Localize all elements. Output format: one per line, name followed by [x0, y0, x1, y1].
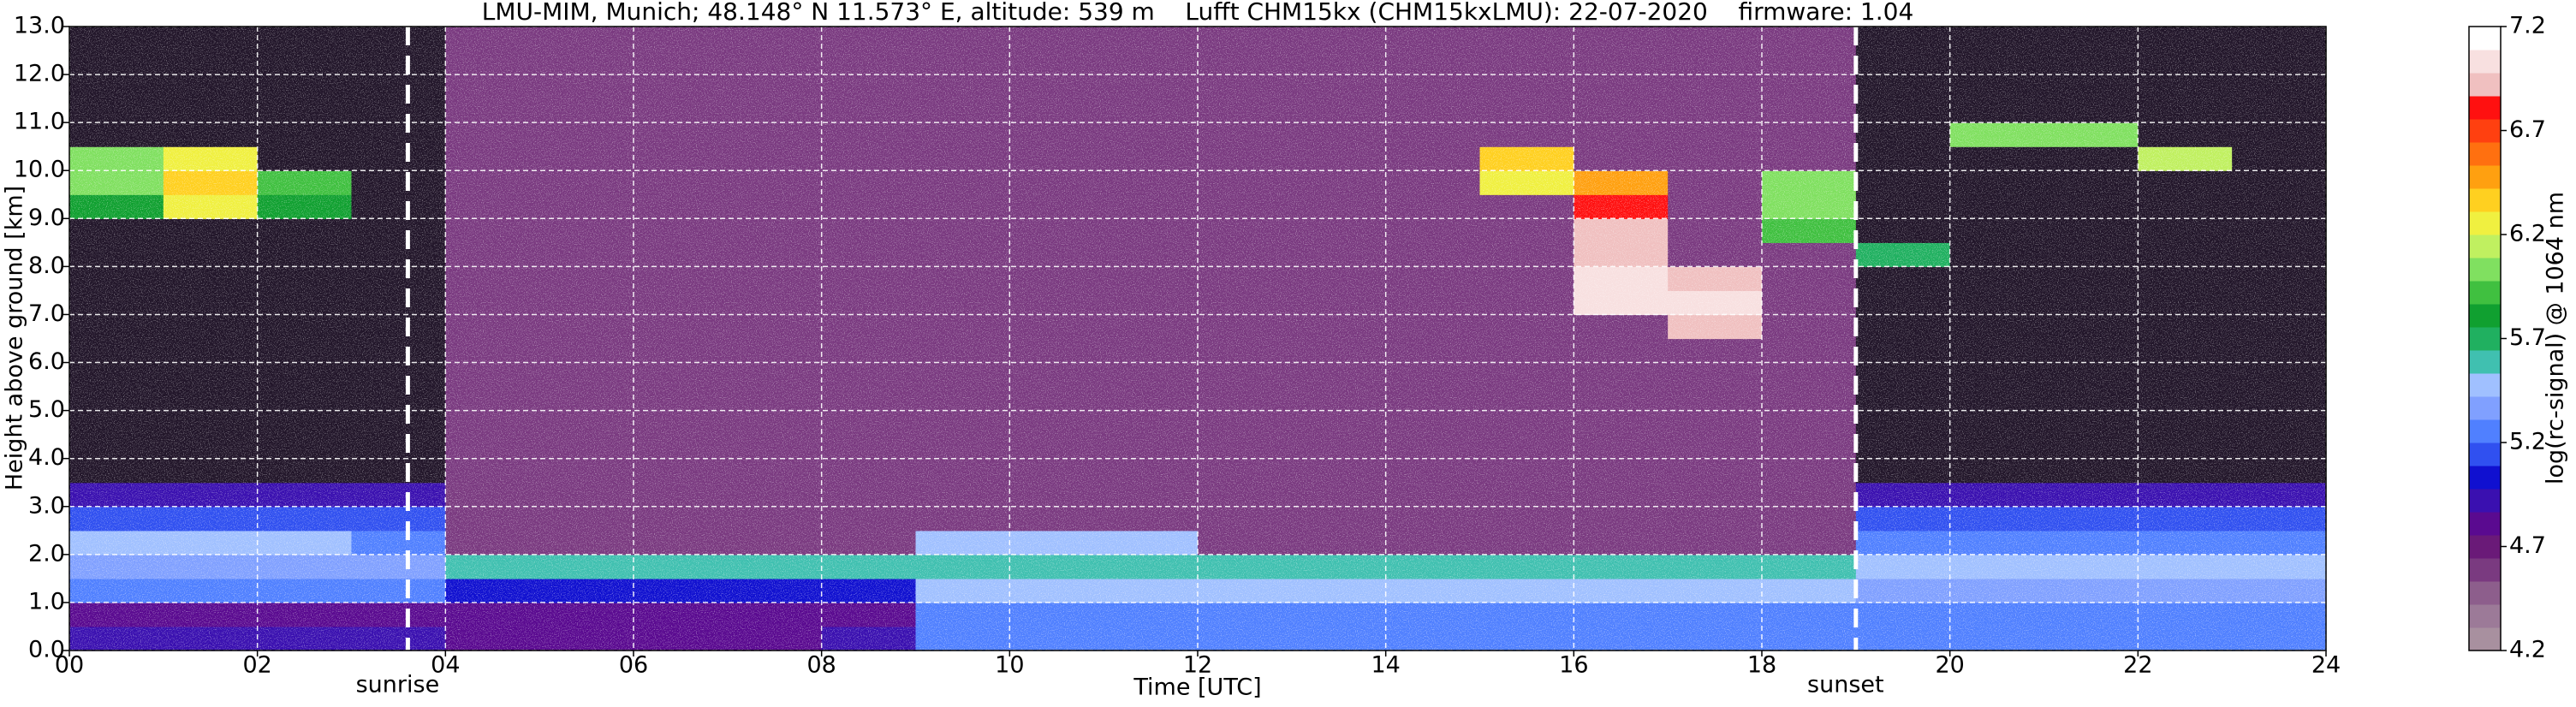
- colorbar-segment: [2469, 142, 2501, 166]
- colorbar-tick-label: 4.7: [2509, 532, 2546, 559]
- colorbar-segment: [2469, 27, 2501, 50]
- y-tick-label: 6.0: [28, 348, 65, 375]
- x-tick-label: 08: [806, 652, 836, 679]
- colorbar-segment: [2469, 535, 2501, 559]
- x-tick-label: 14: [1371, 652, 1400, 679]
- colorbar-segment: [2469, 258, 2501, 282]
- colorbar-segment: [2469, 119, 2501, 143]
- x-tick-label: 22: [2123, 652, 2152, 679]
- colorbar-segment: [2469, 211, 2501, 235]
- colorbar-segment: [2469, 73, 2501, 97]
- y-tick-label: 12.0: [14, 61, 65, 87]
- colorbar-segment: [2469, 443, 2501, 466]
- x-tick-label: 10: [995, 652, 1024, 679]
- colorbar-tick-label: 4.2: [2509, 637, 2546, 663]
- y-tick-label: 4.0: [28, 444, 65, 471]
- colorbar-segment: [2469, 396, 2501, 420]
- colorbar-segment: [2469, 558, 2501, 582]
- x-tick-label: 20: [1935, 652, 1964, 679]
- colorbar-segment: [2469, 489, 2501, 513]
- x-tick-label: 00: [55, 652, 84, 679]
- colorbar-segment: [2469, 327, 2501, 351]
- colorbar-tick-label: 5.7: [2509, 324, 2546, 351]
- x-tick-label: 02: [242, 652, 271, 679]
- y-tick-label: 0.0: [28, 637, 65, 663]
- y-tick-label: 2.0: [28, 540, 65, 567]
- colorbar-segment: [2469, 466, 2501, 490]
- y-tick-label: 13.0: [14, 13, 65, 39]
- colorbar-segment: [2469, 604, 2501, 628]
- y-tick-label: 3.0: [28, 492, 65, 519]
- chart-title: LMU-MIM, Munich; 48.148° N 11.573° E, al…: [482, 0, 1914, 26]
- x-tick-label: 04: [431, 652, 460, 679]
- y-tick-label: 10.0: [14, 157, 65, 183]
- colorbar-segment: [2469, 281, 2501, 305]
- y-tick-label: 11.0: [14, 109, 65, 135]
- colorbar-segment: [2469, 581, 2501, 605]
- colorbar-segment: [2469, 188, 2501, 212]
- colorbar-segment: [2469, 350, 2501, 374]
- colorbar-tick-label: 7.2: [2509, 13, 2546, 39]
- annotation-label: sunset: [1807, 672, 1884, 698]
- x-tick-label: 16: [1559, 652, 1588, 679]
- x-tick-label: 24: [2311, 652, 2341, 679]
- y-tick-label: 1.0: [28, 588, 65, 615]
- x-tick-label: 18: [1747, 652, 1776, 679]
- y-tick-label: 9.0: [28, 205, 65, 231]
- y-tick-label: 7.0: [28, 300, 65, 327]
- y-axis-label: Height above ground [km]: [2, 186, 28, 490]
- colorbar-label: log(rc-signal) @ 1064 nm: [2543, 192, 2569, 484]
- x-tick-label: 12: [1183, 652, 1212, 679]
- colorbar-tick-label: 5.2: [2509, 429, 2546, 455]
- colorbar-segment: [2469, 512, 2501, 536]
- y-tick-label: 5.0: [28, 396, 65, 423]
- colorbar-segment: [2469, 373, 2501, 397]
- colorbar-segment: [2469, 165, 2501, 189]
- annotation-label: sunrise: [356, 672, 440, 698]
- y-tick-label: 8.0: [28, 253, 65, 279]
- plot-frame: [68, 26, 2327, 651]
- colorbar-segment: [2469, 304, 2501, 328]
- colorbar-segment: [2469, 96, 2501, 120]
- colorbar-segment: [2469, 627, 2501, 651]
- x-axis-label: Time [UTC]: [1133, 674, 1261, 701]
- colorbar-segment: [2469, 419, 2501, 443]
- colorbar-segment: [2469, 50, 2501, 74]
- colorbar-segment: [2469, 235, 2501, 258]
- colorbar-tick-label: 6.7: [2509, 116, 2546, 143]
- x-tick-label: 06: [619, 652, 648, 679]
- colorbar-tick-label: 6.2: [2509, 221, 2546, 247]
